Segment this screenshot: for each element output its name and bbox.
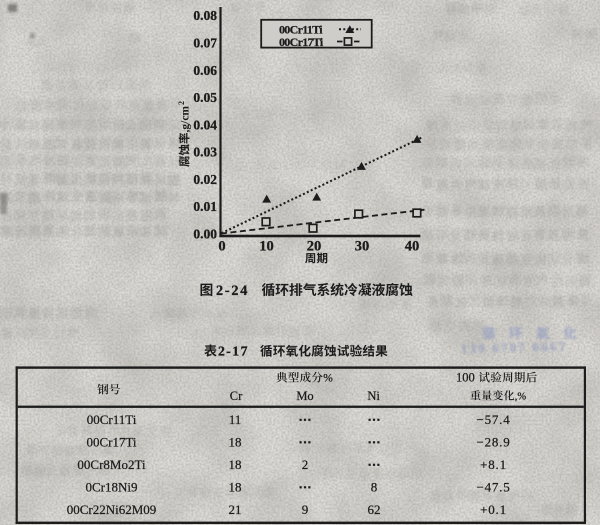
svg-text:Ni: Ni (367, 389, 380, 403)
svg-text:+8.1: +8.1 (480, 457, 507, 472)
svg-text:+0.1: +0.1 (480, 502, 507, 517)
svg-text:2-24: 2-24 (216, 283, 249, 299)
svg-text:0Cr18Ni9: 0Cr18Ni9 (86, 480, 138, 495)
svg-text:100: 100 (456, 371, 475, 385)
svg-text:0.03: 0.03 (193, 144, 217, 159)
svg-text:0.05: 0.05 (193, 90, 217, 105)
svg-text:10: 10 (259, 239, 274, 255)
svg-text:Cr: Cr (230, 389, 243, 403)
svg-text:20: 20 (307, 239, 322, 255)
svg-text:00Cr17Ti: 00Cr17Ti (86, 435, 136, 450)
svg-text:00Cr11Ti: 00Cr11Ti (87, 412, 137, 427)
svg-text:11: 11 (229, 412, 242, 427)
svg-text:0.01: 0.01 (193, 199, 217, 214)
svg-text:00Cr22Ni62M09: 00Cr22Ni62M09 (67, 502, 157, 517)
svg-text:Mo: Mo (296, 389, 313, 403)
svg-text:%: % (323, 373, 333, 385)
svg-text:0.04: 0.04 (193, 117, 217, 132)
svg-text:−28.9: −28.9 (476, 435, 510, 450)
svg-text:8: 8 (371, 480, 378, 495)
svg-text:00Cr11Ti: 00Cr11Ti (279, 23, 323, 37)
svg-text:0: 0 (218, 239, 225, 255)
svg-text:18: 18 (229, 457, 242, 472)
svg-text:40: 40 (405, 239, 420, 255)
svg-text:00Cr8Mo2Ti: 00Cr8Mo2Ti (77, 457, 146, 472)
svg-text:139 6707 6667: 139 6707 6667 (461, 339, 568, 356)
svg-text:0.07: 0.07 (193, 35, 217, 50)
svg-text:18: 18 (229, 480, 242, 495)
svg-text:18: 18 (229, 435, 242, 450)
svg-text:,g/cm: ,g/cm (180, 106, 192, 133)
svg-text:30: 30 (355, 239, 370, 255)
svg-text:00Cr17Ti: 00Cr17Ti (279, 35, 324, 49)
svg-text:21: 21 (229, 502, 242, 517)
svg-text:62: 62 (368, 502, 381, 517)
svg-text:2: 2 (302, 457, 309, 472)
svg-text:−57.4: −57.4 (476, 412, 510, 427)
svg-text:,%: ,% (515, 392, 527, 403)
svg-text:−47.5: −47.5 (476, 480, 510, 495)
svg-text:0.08: 0.08 (193, 8, 217, 23)
svg-text:0.00: 0.00 (193, 226, 217, 241)
svg-text:2: 2 (177, 101, 186, 105)
svg-text:0.06: 0.06 (193, 63, 217, 78)
svg-text:9: 9 (302, 502, 309, 517)
svg-text:2-17: 2-17 (218, 344, 249, 359)
svg-text:0.02: 0.02 (193, 172, 217, 187)
